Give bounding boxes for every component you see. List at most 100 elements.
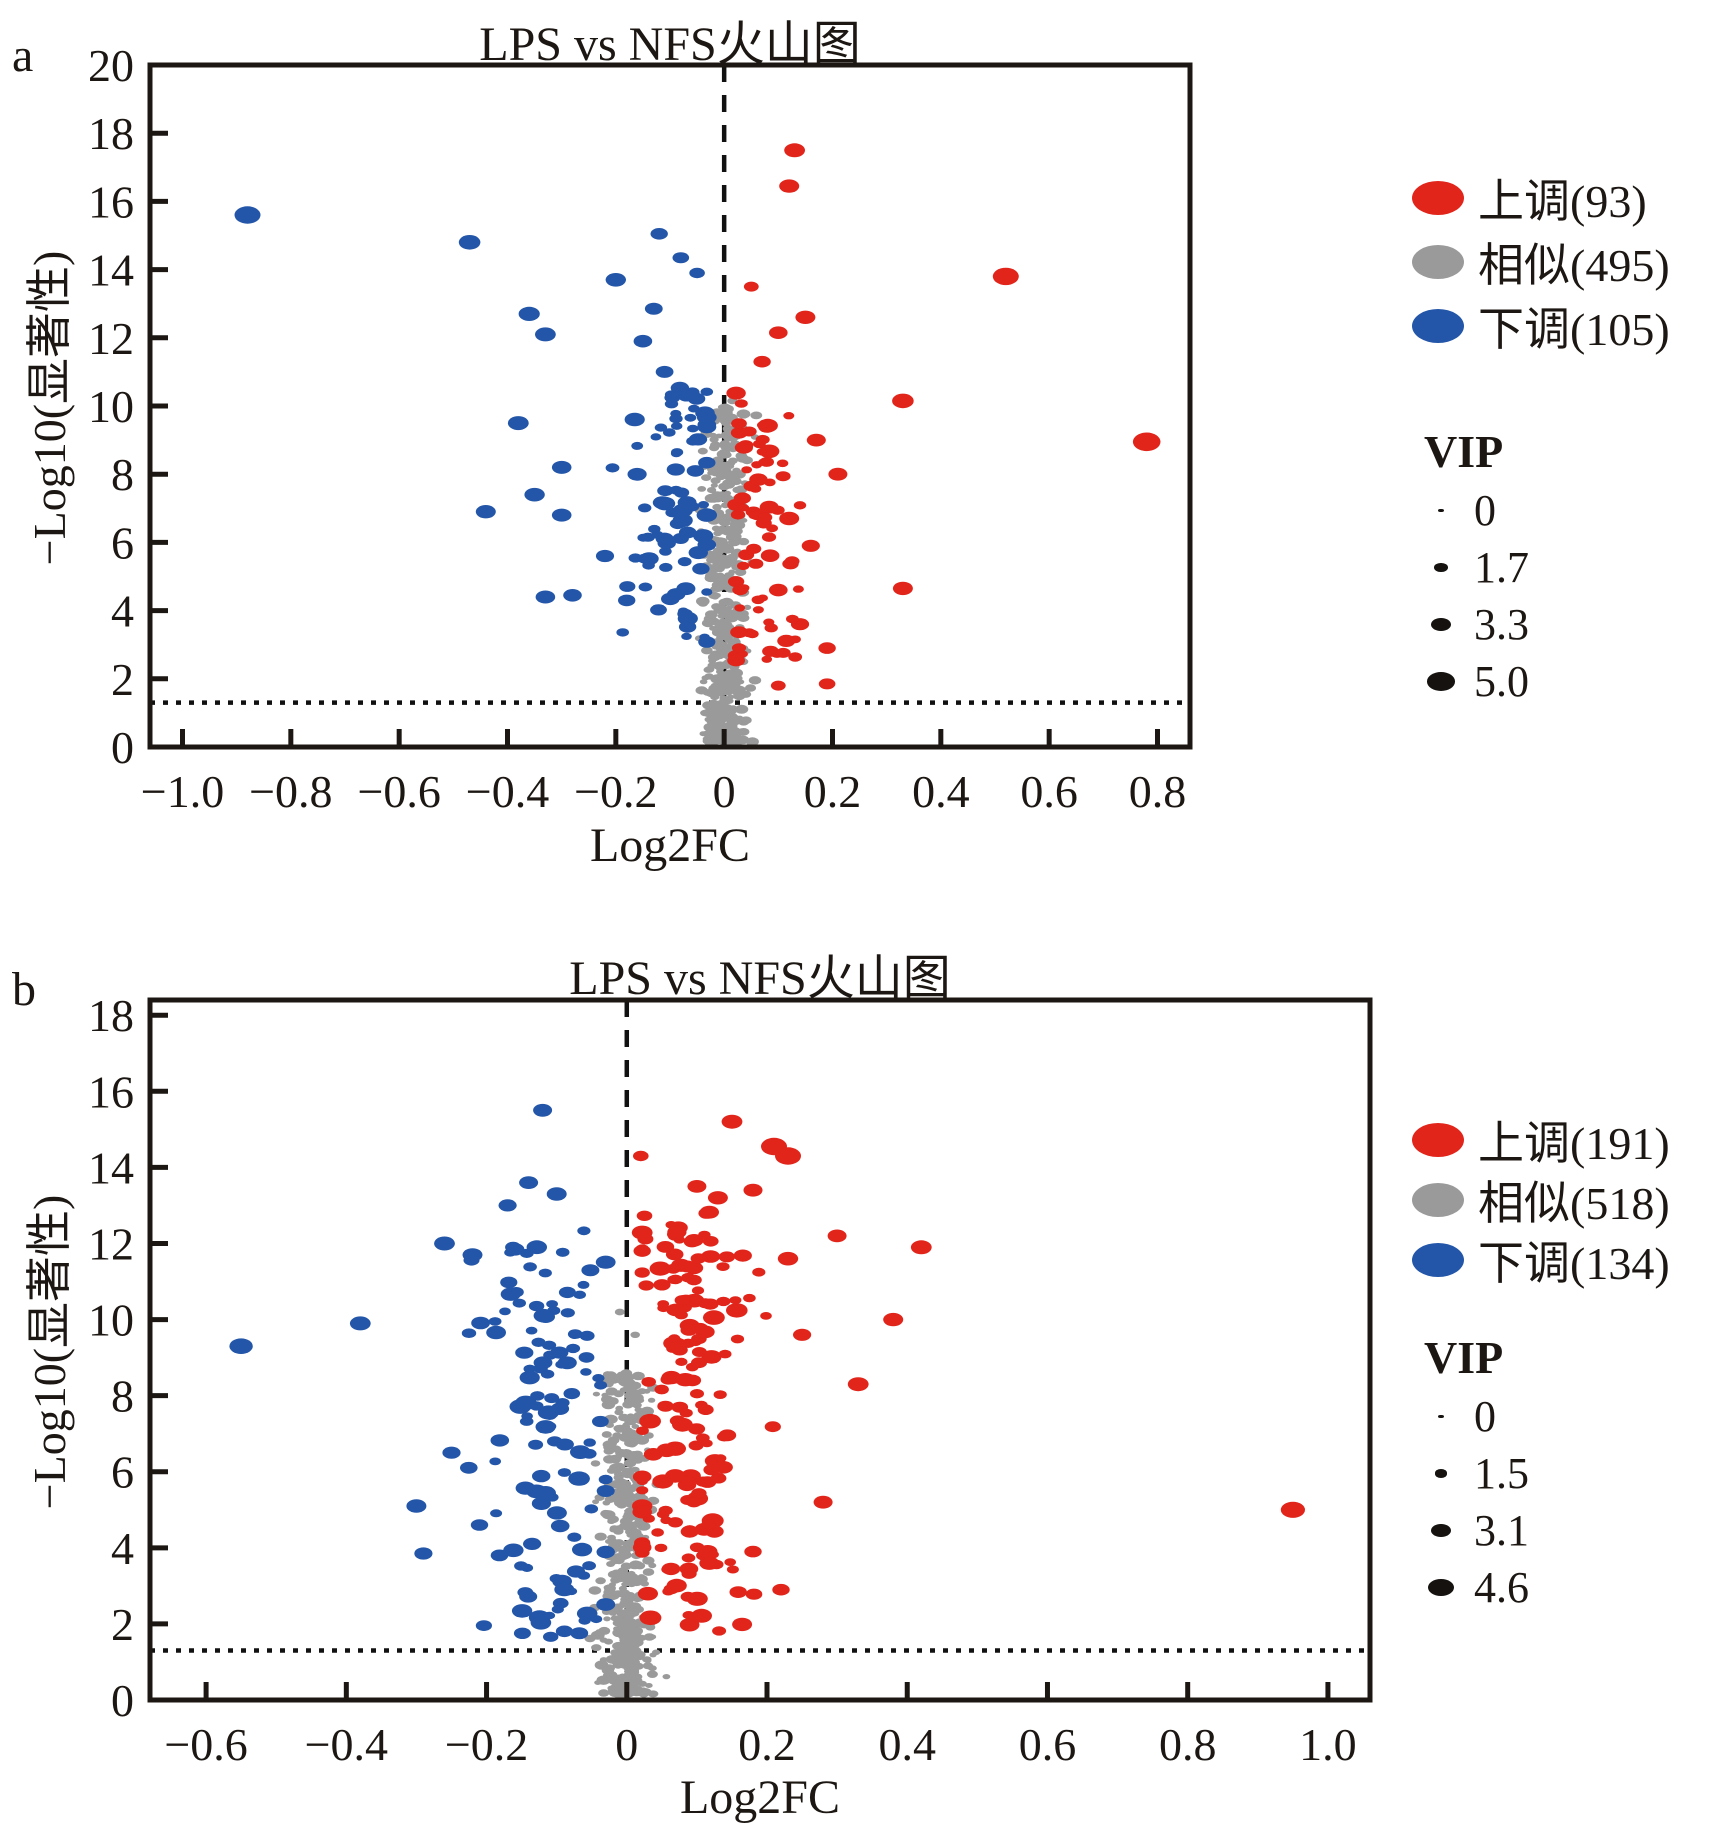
legend-item-label: 下调(105) <box>1478 304 1670 355</box>
legend-item-label: 上调(93) <box>1478 176 1647 227</box>
vip-level-label: 3.3 <box>1474 600 1529 649</box>
vip-level-label: 1.5 <box>1474 1449 1529 1498</box>
vip-level-label: 5.0 <box>1474 657 1529 706</box>
points-down <box>234 206 717 648</box>
downregulated-dot-icon <box>1412 1243 1464 1277</box>
x-tick-label: −0.4 <box>466 766 549 817</box>
x-tick-label: 1.0 <box>1299 1719 1357 1770</box>
plot-frame <box>147 997 1373 1703</box>
y-tick-label: 4 <box>111 1523 134 1574</box>
y-tick-label: 18 <box>88 990 134 1041</box>
similar-dot-icon <box>1412 1183 1464 1217</box>
legend-item-similar: 相似(518) <box>1412 1170 1670 1230</box>
x-tick-label: 0.6 <box>1020 766 1078 817</box>
y-tick-label: 14 <box>88 245 134 296</box>
panel-a-legend: 上调(93) 相似(495) 下调(105) <box>1412 166 1670 358</box>
x-tick-label: −0.4 <box>305 1719 388 1770</box>
y-tick-label: 6 <box>111 1447 134 1498</box>
vip-size-dot-icon <box>1434 1469 1448 1478</box>
y-tick-label: 10 <box>88 381 134 432</box>
panel-b-plot: −0.6 −0.4 −0.2 0 0.2 0.4 0.6 0.8 1.0 0 2 4 6 8 10 12 14 1… <box>88 990 1373 1770</box>
points-up <box>726 143 1161 691</box>
y-tick-label: 16 <box>88 176 134 227</box>
x-tick-label: 0.8 <box>1159 1719 1217 1770</box>
vip-size-dot-icon <box>1430 617 1452 632</box>
upregulated-dot-icon <box>1412 1123 1464 1157</box>
axis-ticks: −0.6 −0.4 −0.2 0 0.2 0.4 0.6 0.8 1.0 0 2 4 6 8 10 12 14 1… <box>88 990 1357 1770</box>
vip-level-row: 1.5 <box>1424 1445 1529 1502</box>
upregulated-dot-icon <box>1412 181 1464 215</box>
panel-b-y-axis-label: −Log10(显著性) <box>24 1194 75 1510</box>
legend-item-upregulated: 上调(191) <box>1412 1110 1670 1170</box>
vip-level-row: 4.6 <box>1424 1559 1529 1616</box>
y-tick-label: 4 <box>111 586 134 637</box>
legend-item-label: 上调(191) <box>1478 1118 1670 1169</box>
vip-size-dot-icon <box>1427 1578 1455 1597</box>
legend-item-similar: 相似(495) <box>1412 230 1670 294</box>
vip-level-label: 3.1 <box>1474 1506 1529 1555</box>
x-tick-label: 0.4 <box>912 766 970 817</box>
x-tick-label: 0 <box>615 1719 638 1770</box>
panel-a-title: LPS vs NFS火山图 <box>479 18 861 71</box>
legend-item-label: 下调(134) <box>1478 1238 1670 1289</box>
x-tick-label: −0.6 <box>164 1719 247 1770</box>
legend-item-label: 相似(518) <box>1478 1178 1670 1229</box>
vip-size-dot-icon <box>1431 1523 1451 1538</box>
x-tick-label: 0.8 <box>1129 766 1187 817</box>
vip-level-row: 1.7 <box>1424 539 1529 596</box>
vip-level-label: 1.7 <box>1474 543 1529 592</box>
legend-item-downregulated: 下调(105) <box>1412 294 1670 358</box>
downregulated-dot-icon <box>1412 309 1464 343</box>
vip-level-row: 0 <box>1424 482 1529 539</box>
panel-a-letter: a <box>12 29 34 82</box>
panel-b-vip-size-legend: VIP 0 1.5 3.1 4.6 <box>1424 1326 1529 1616</box>
vip-level-row: 3.1 <box>1424 1502 1529 1559</box>
panel-a-y-axis-label: −Log10(显著性) <box>24 250 75 566</box>
vip-level-row: 0 <box>1424 1388 1529 1445</box>
y-tick-label: 8 <box>111 449 134 500</box>
vip-size-dot-icon <box>1434 563 1448 572</box>
x-tick-label: −0.8 <box>249 766 332 817</box>
vip-level-label: 0 <box>1474 1392 1496 1441</box>
y-tick-label: 6 <box>111 517 134 568</box>
y-tick-label: 20 <box>88 40 134 91</box>
similar-dot-icon <box>1412 245 1464 279</box>
x-tick-label: 0.2 <box>804 766 862 817</box>
y-tick-label: 16 <box>88 1066 134 1117</box>
x-tick-label: −0.2 <box>574 766 657 817</box>
panel-a-x-axis-label: Log2FC <box>589 819 751 872</box>
axis-ticks: −1.0 −0.8 −0.6 −0.4 −0.2 0 0.2 0.4 0.6 0.8 0 2 4 6 8 10… <box>88 40 1186 817</box>
x-tick-label: 0.6 <box>1019 1719 1077 1770</box>
y-tick-label: 14 <box>88 1142 134 1193</box>
vip-level-row: 5.0 <box>1424 653 1529 710</box>
y-tick-label: 0 <box>111 1675 134 1726</box>
legend-item-downregulated: 下调(134) <box>1412 1230 1670 1290</box>
y-tick-label: 0 <box>111 722 134 773</box>
y-tick-label: 8 <box>111 1371 134 1422</box>
panel-b-title: LPS vs NFS火山图 <box>569 952 951 1005</box>
points-up <box>631 1114 1305 1636</box>
x-tick-label: 0 <box>713 766 736 817</box>
vip-size-dot-icon <box>1438 1414 1444 1419</box>
y-tick-label: 2 <box>111 654 134 705</box>
x-tick-label: −0.2 <box>445 1719 528 1770</box>
x-tick-label: 0.4 <box>878 1719 936 1770</box>
panel-b-legend: 上调(191) 相似(518) 下调(134) <box>1412 1110 1670 1290</box>
panel-b-letter: b <box>12 963 36 1016</box>
panel-a-plot: −1.0 −0.8 −0.6 −0.4 −0.2 0 0.2 0.4 0.6 0.8 0 2 4 6 8 10… <box>88 40 1193 817</box>
y-tick-label: 12 <box>88 1218 134 1269</box>
vip-level-label: 4.6 <box>1474 1563 1529 1612</box>
y-tick-label: 10 <box>88 1295 134 1346</box>
vip-level-row: 3.3 <box>1424 596 1529 653</box>
x-tick-label: −0.6 <box>357 766 440 817</box>
panel-a-vip-size-legend: VIP 0 1.7 3.3 5.0 <box>1424 420 1529 710</box>
y-tick-label: 2 <box>111 1599 134 1650</box>
points-down <box>229 1103 616 1642</box>
vip-legend-title: VIP <box>1424 425 1504 477</box>
legend-item-label: 相似(495) <box>1478 240 1670 291</box>
vip-legend-title: VIP <box>1424 1331 1504 1383</box>
x-tick-label: −1.0 <box>141 766 224 817</box>
vip-size-dot-icon <box>1426 672 1456 691</box>
